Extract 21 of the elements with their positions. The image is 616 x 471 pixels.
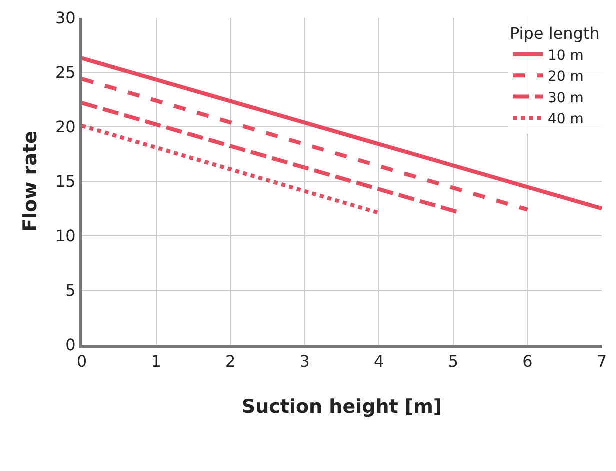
x-tick-label: 5 [448, 352, 459, 372]
y-tick-label: 25 [55, 63, 76, 82]
legend-title: Pipe length [510, 24, 600, 43]
y-axis-title: Flow rate [19, 131, 42, 232]
x-tick-label: 1 [151, 352, 162, 372]
legend-label: 10 m [548, 48, 584, 64]
y-tick-label: 30 [55, 8, 76, 28]
x-tick-label: 7 [596, 352, 608, 372]
legend-label: 20 m [548, 69, 584, 86]
y-tick-label: 5 [66, 281, 76, 300]
x-tick-label: 2 [225, 352, 236, 372]
y-tick-label: 10 [55, 226, 76, 246]
y-tick-label: 20 [55, 118, 76, 137]
legend-label: 30 m [548, 90, 584, 106]
y-tick-label: 15 [55, 172, 76, 192]
x-tick-label: 4 [374, 352, 384, 372]
x-axis-title: Suction height [m] [242, 396, 442, 418]
y-tick-label: 0 [66, 336, 76, 355]
x-tick-label: 3 [300, 352, 310, 372]
legend-label: 40 m [548, 111, 584, 128]
x-tick-label: 6 [522, 352, 533, 372]
